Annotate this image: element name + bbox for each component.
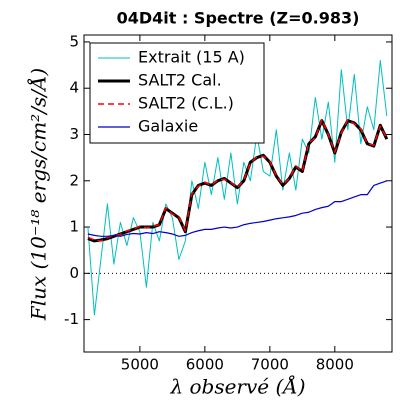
legend-label: Extrait (15 A) xyxy=(138,48,245,67)
y-tick-label: 0 xyxy=(69,264,79,282)
legend-label: SALT2 (C.L.) xyxy=(138,94,234,113)
y-tick-label: 1 xyxy=(69,218,79,236)
y-axis-label: Flux (10⁻¹⁸ ergs/cm²/s/Å) xyxy=(26,68,51,321)
legend-label: Galaxie xyxy=(138,117,198,136)
y-tick-label: 3 xyxy=(69,125,79,143)
y-tick-label: -1 xyxy=(64,310,79,328)
x-tick-label: 7000 xyxy=(251,356,289,374)
series-line xyxy=(87,180,388,237)
x-axis-label: λ observé (Å) xyxy=(169,374,305,399)
legend-box xyxy=(89,42,265,144)
x-tick-label: 5000 xyxy=(121,356,159,374)
x-tick-label: 6000 xyxy=(186,356,224,374)
y-tick-label: 5 xyxy=(69,32,79,50)
x-tick-label: 8000 xyxy=(316,356,354,374)
y-tick-label: 4 xyxy=(69,79,79,97)
chart-title: 04D4it : Spectre (Z=0.983) xyxy=(117,9,360,28)
plot-frame xyxy=(83,34,393,353)
legend-label: SALT2 Cal. xyxy=(138,71,222,90)
series-line xyxy=(87,118,388,242)
y-tick-label: 2 xyxy=(69,171,79,189)
